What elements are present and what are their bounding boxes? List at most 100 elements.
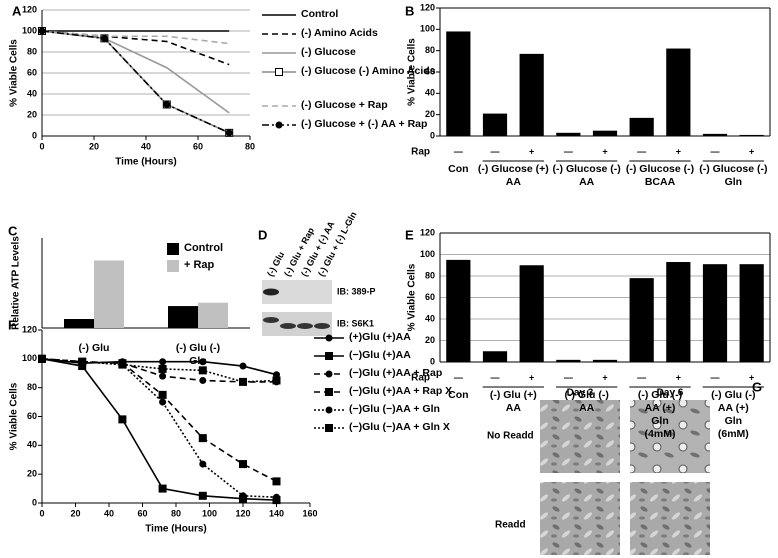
category-label: — — [711, 372, 720, 382]
row-label: Rap — [411, 147, 430, 158]
point — [199, 460, 207, 468]
legend-label: (−)Glu (+)AA + Rap — [349, 367, 443, 379]
x-axis-label: Time (Hours) — [115, 157, 177, 168]
bar — [519, 53, 544, 136]
point — [198, 434, 207, 443]
y-tick-label: 80 — [425, 270, 435, 280]
category-label: — — [491, 146, 500, 156]
x-tick-label: 60 — [193, 141, 203, 151]
category-label: + — [529, 372, 534, 382]
legend-label: (-) Glucose — [301, 46, 356, 58]
y-tick-label: 100 — [22, 25, 37, 35]
category-label: + — [529, 146, 534, 156]
legend-marker — [325, 370, 333, 378]
category-label: — — [454, 146, 463, 156]
bar — [482, 351, 508, 362]
y-axis-label: % Viable Cells — [407, 38, 418, 106]
y-tick-label: 60 — [27, 411, 37, 421]
legend-label: (−)Glu (+)AA + Rap X — [349, 385, 453, 397]
point — [118, 360, 127, 369]
point — [38, 27, 46, 35]
group-label: Con — [448, 389, 469, 401]
point — [118, 415, 127, 424]
panel-letter: F — [8, 317, 16, 332]
point — [159, 398, 167, 406]
point — [100, 34, 108, 42]
bar — [629, 117, 654, 136]
legend-marker — [325, 334, 333, 342]
point — [239, 362, 247, 370]
x-tick-label: 20 — [89, 141, 99, 151]
y-tick-label: 40 — [425, 88, 435, 98]
bar — [739, 134, 764, 136]
row-label: Readd — [495, 520, 526, 531]
group-label: (-) Glucose (-) BCAA — [625, 163, 695, 188]
point — [158, 390, 167, 399]
panel-letter: E — [405, 227, 414, 242]
point — [273, 371, 280, 379]
band — [297, 323, 313, 329]
y-tick-label: 120 — [420, 227, 435, 237]
group-label: (-) Glu (-) AA (+) Gln (6mM) — [711, 389, 756, 440]
bar — [556, 132, 581, 136]
y-tick-label: 60 — [425, 66, 435, 76]
point — [163, 101, 171, 108]
category-label: — — [491, 372, 500, 382]
x-tick-label: 0 — [39, 508, 44, 518]
point — [198, 366, 207, 375]
bar — [446, 31, 471, 136]
bar — [168, 306, 198, 328]
category-label: + — [676, 372, 681, 382]
bar — [64, 319, 94, 328]
category-label: — — [711, 146, 720, 156]
legend-label: (+)Glu (+)AA — [349, 331, 411, 343]
legend-marker — [325, 424, 333, 432]
bar — [702, 133, 728, 136]
y-tick-label: 100 — [420, 249, 435, 259]
x-tick-label: 160 — [302, 508, 317, 518]
y-tick-label: 120 — [22, 324, 37, 334]
group-label: Con — [448, 163, 469, 175]
y-axis-label: Relative ATP Levels — [11, 236, 22, 330]
legend-marker — [275, 68, 283, 76]
point — [38, 354, 46, 363]
x-tick-label: 60 — [137, 508, 147, 518]
legend-label: (−)Glu (−)AA + Gln X — [349, 421, 450, 433]
band-label: IB: S6K1 — [337, 318, 374, 328]
x-tick-label: 40 — [104, 508, 114, 518]
micrograph-image — [540, 482, 620, 555]
band — [263, 288, 279, 296]
point — [199, 376, 207, 384]
micrograph-image — [540, 400, 620, 473]
x-tick-label: 80 — [171, 508, 181, 518]
x-tick-label: 0 — [39, 141, 44, 151]
bar — [519, 265, 544, 362]
point — [158, 364, 167, 373]
y-tick-label: 60 — [27, 67, 37, 77]
point — [78, 357, 87, 366]
y-tick-label: 100 — [22, 353, 37, 363]
x-tick-label: 80 — [245, 141, 255, 151]
y-tick-label: 0 — [32, 130, 37, 140]
legend-swatch — [167, 260, 179, 272]
point — [273, 493, 280, 501]
legend-label: (-) Glucose (-) Amino Acids — [301, 65, 436, 77]
legend-label: (−)Glu (+)AA — [349, 349, 411, 361]
bar — [629, 278, 654, 362]
point — [159, 358, 167, 366]
legend-label: (-) Glucose + (-) AA + Rap — [301, 118, 428, 130]
category-label: + — [749, 146, 754, 156]
legend-label: (-) Amino Acids — [301, 27, 378, 39]
x-tick-label: 120 — [235, 508, 250, 518]
y-tick-label: 120 — [420, 2, 435, 12]
y-tick-label: 40 — [425, 313, 435, 323]
y-tick-label: 80 — [27, 46, 37, 56]
legend-marker — [325, 388, 333, 396]
y-tick-label: 100 — [420, 24, 435, 34]
group-label: (-) Glu (-) AA (+) Gln (4mM) — [637, 389, 683, 440]
x-tick-label: 100 — [202, 508, 217, 518]
bar — [702, 264, 728, 362]
panel-letter: B — [405, 3, 414, 18]
y-tick-label: 20 — [425, 335, 435, 345]
